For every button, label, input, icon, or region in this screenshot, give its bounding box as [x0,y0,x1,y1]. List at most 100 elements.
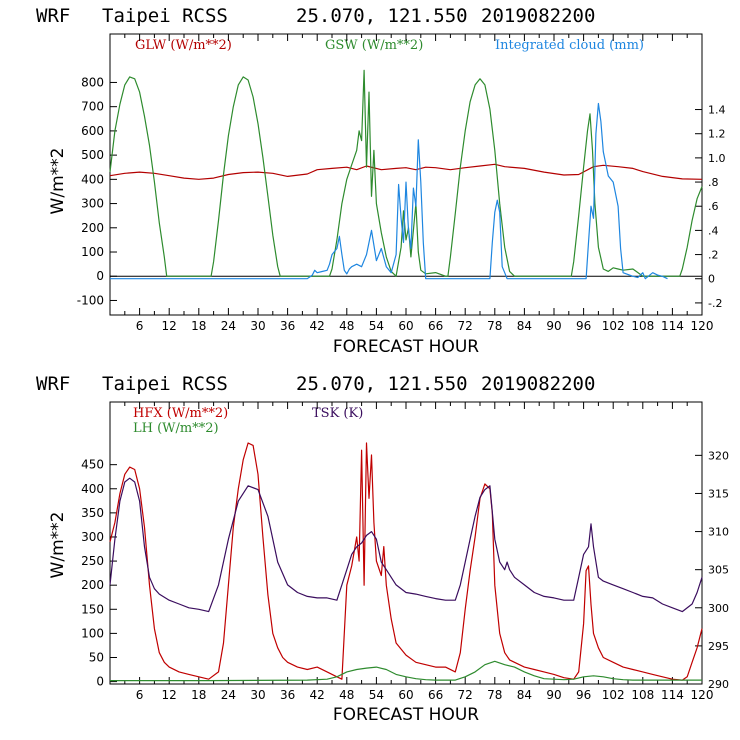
top-x-tick-label: 12 [162,319,177,333]
top-x-tick-label: 84 [517,319,532,333]
top-x-tick-label: 60 [398,319,413,333]
top-y-tick-label: 400 [81,172,104,186]
top-y2-tick-label: 1.0 [708,152,726,165]
bottom-y2-tick-label: 290 [708,678,729,691]
top-y-tick-label: 100 [81,245,104,259]
top-header-coords: 25.070, 121.550 [296,5,468,27]
top-series-integrated-line [110,102,668,280]
top-panel: WRF Taipei RCSS 25.070, 121.550 20190822… [36,5,726,357]
top-y2-tick-label: 1.4 [708,104,726,117]
bottom-x-tick-label: 90 [546,688,561,702]
top-y-tick-label: 0 [96,269,104,283]
bottom-series-lh-line [110,660,702,682]
bottom-series-hfx-line [109,442,703,681]
top-x-tick-label: 90 [546,319,561,333]
top-x-tick-label: 36 [280,319,295,333]
top-y2-tick-label: .2 [708,249,719,262]
bottom-x-tick-label: 84 [517,688,532,702]
bottom-x-tick-label: 66 [428,688,443,702]
top-y2-tick-label: 0 [708,273,715,286]
bottom-y2-tick-label: 300 [708,602,729,615]
bottom-header-init-time: 2019082200 [481,373,595,395]
bottom-x-axis-label: FORECAST HOUR [333,705,479,725]
top-x-tick-label: 66 [428,319,443,333]
bottom-x-tick-label: 12 [162,688,177,702]
top-x-axis-label: FORECAST HOUR [333,337,479,357]
bottom-y2-tick-label: 320 [708,449,729,462]
top-header-station: Taipei RCSS [102,5,228,27]
top-y-tick-label: 200 [81,221,104,235]
bottom-x-tick-label: 18 [191,688,206,702]
bottom-y-tick-label: 300 [81,530,104,544]
top-y-tick-label: 600 [81,124,104,138]
top-y-tick-label: 800 [81,75,104,89]
top-legend-gsw: GSW (W/m**2) [325,38,423,53]
top-x-tick-label: 96 [576,319,591,333]
bottom-y2-tick-label: 295 [708,640,729,653]
top-y-tick-label: -100 [77,293,104,307]
top-x-tick-label: 72 [458,319,473,333]
bottom-plot-area: 6 12 18 24 30 36 42 48 54 60 66 72 78 84 90 96 102 108 114… [81,401,729,702]
bottom-x-tick-label: 102 [602,688,625,702]
top-x-tick-label: 114 [661,319,684,333]
top-x-tick-label: 18 [191,319,206,333]
bottom-legend-tsk: TSK (K) [312,406,363,421]
bottom-legend-hfx: HFX (W/m**2) [133,406,228,421]
top-series-gsw-line [109,69,703,277]
bottom-panel: WRF Taipei RCSS 25.070, 121.550 20190822… [36,373,729,725]
top-header-model: WRF [36,5,70,27]
bottom-y-tick-label: 0 [96,675,104,689]
top-series-glw-line [109,163,703,180]
top-x-tick-label: 30 [250,319,265,333]
top-y-tick-label: 500 [81,148,104,162]
bottom-y2-tick-label: 305 [708,564,729,577]
bottom-x-tick-label: 54 [369,688,384,702]
top-x-tick-label: 24 [221,319,236,333]
bottom-plot-frame [109,401,703,685]
top-x-tick-label: 108 [631,319,654,333]
bottom-y-tick-label: 450 [81,458,104,472]
bottom-x-tick-label: 24 [221,688,236,702]
bottom-header-station: Taipei RCSS [102,373,228,395]
bottom-y-tick-label: 350 [81,506,104,520]
top-plot-area: 6 12 18 24 30 36 42 48 54 60 66 72 78 84 90 96 102 108 114… [77,33,726,333]
bottom-x-tick-label: 6 [136,688,144,702]
top-legend-cloud: Integrated cloud (mm) [495,38,644,53]
bottom-x-tick-label: 108 [631,688,654,702]
bottom-x-tick-label: 60 [398,688,413,702]
top-header-init-time: 2019082200 [481,5,595,27]
bottom-header-model: WRF [36,373,70,395]
bottom-x-tick-label: 114 [661,688,684,702]
top-y-tick-label: 700 [81,100,104,114]
top-y2-tick-label: .6 [708,200,719,213]
bottom-y-tick-label: 150 [81,602,104,616]
top-y2-tick-label: 1.2 [708,128,726,141]
bottom-x-tick-label: 48 [339,688,354,702]
top-x-tick-label: 54 [369,319,384,333]
bottom-x-tick-label: 78 [487,688,502,702]
top-x-tick-label: 42 [310,319,325,333]
bottom-x-tick-label: 30 [250,688,265,702]
top-legend-glw: GLW (W/m**2) [135,38,232,53]
bottom-legend-lh: LH (W/m**2) [133,421,219,436]
top-plot-frame [109,33,703,316]
bottom-y-tick-label: 250 [81,554,104,568]
bottom-y2-tick-label: 310 [708,526,729,539]
bottom-y-tick-label: 200 [81,578,104,592]
top-x-tick-label: 78 [487,319,502,333]
bottom-x-tick-label: 42 [310,688,325,702]
bottom-y-tick-label: 400 [81,482,104,496]
top-y2-tick-label: .4 [708,224,719,237]
bottom-x-tick-label: 96 [576,688,591,702]
bottom-series-tsk-line [109,477,703,613]
top-x-tick-label: 6 [136,319,144,333]
bottom-x-tick-label: 120 [691,688,714,702]
bottom-y2-tick-label: 315 [708,487,729,500]
top-y2-tick-label: .8 [708,176,719,189]
bottom-y-tick-label: 100 [81,626,104,640]
bottom-header-coords: 25.070, 121.550 [296,373,468,395]
top-x-tick-label: 102 [602,319,625,333]
bottom-y-axis-label: W/m**2 [48,512,68,579]
top-x-tick-label: 120 [691,319,714,333]
